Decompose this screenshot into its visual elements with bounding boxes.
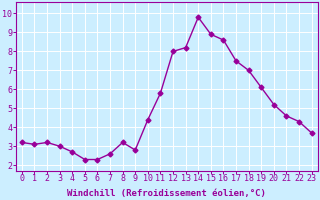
X-axis label: Windchill (Refroidissement éolien,°C): Windchill (Refroidissement éolien,°C) (67, 189, 266, 198)
